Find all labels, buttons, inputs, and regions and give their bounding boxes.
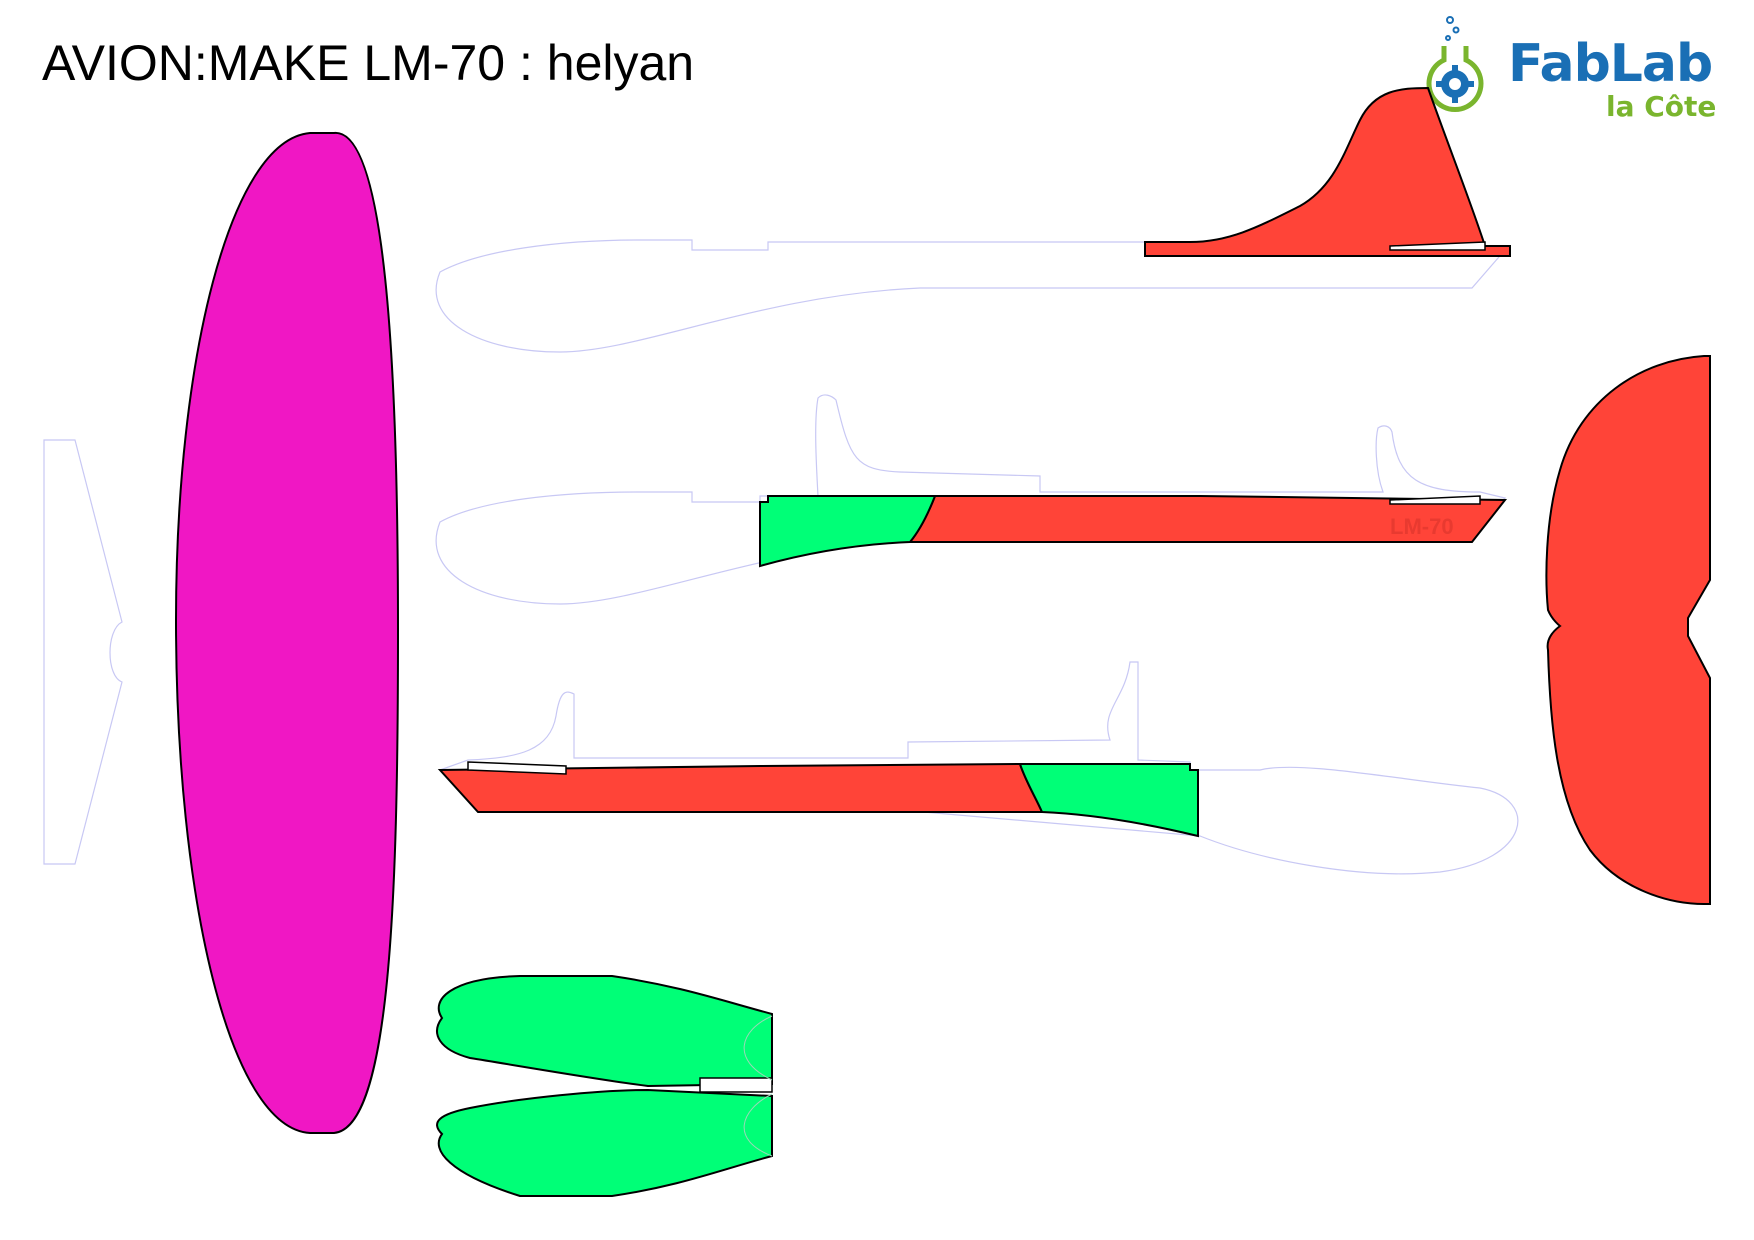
stabilizer-outline xyxy=(43,439,123,865)
wing-root-fold-lines xyxy=(743,1015,773,1157)
wing-root-slot xyxy=(699,1077,773,1093)
wing-root-piece-upper xyxy=(436,975,773,1088)
fablab-logo: FabLab la Côte xyxy=(1420,12,1720,123)
wing-root-piece-lower xyxy=(436,1088,773,1197)
logo-subtitle: la Côte xyxy=(1606,90,1717,123)
page-title: AVION:MAKE LM-70 : helyan xyxy=(42,35,695,91)
logo-name: FabLab xyxy=(1508,34,1713,94)
fuselage-nose-green xyxy=(759,495,937,568)
fuselage-outline-bottom xyxy=(439,661,1519,875)
tail-slot-middle xyxy=(1389,495,1481,505)
main-wing xyxy=(174,131,400,1134)
horizontal-stabilizer xyxy=(1545,355,1711,905)
fuselage-nose-green-mirrored xyxy=(1018,763,1199,838)
fin-slot xyxy=(1389,241,1486,251)
flask-gear-icon xyxy=(1426,16,1484,113)
fuselage-outline-top xyxy=(435,239,1507,353)
vertical-fin xyxy=(1144,86,1511,257)
tail-slot-bottom xyxy=(467,761,567,775)
part-label: LM-70 xyxy=(1390,514,1454,539)
